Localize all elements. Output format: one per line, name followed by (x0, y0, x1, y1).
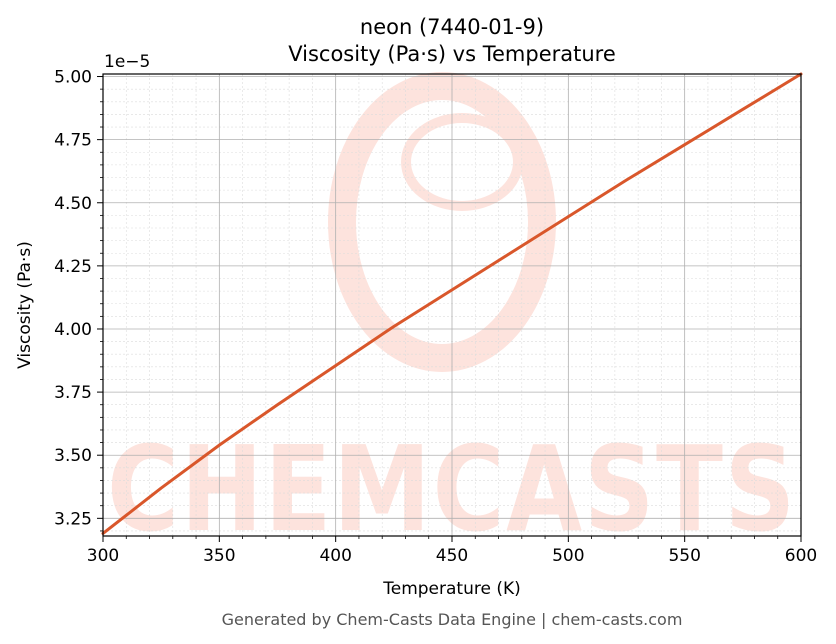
footer-credit: Generated by Chem-Casts Data Engine | ch… (222, 610, 683, 629)
y-tick-label: 4.25 (54, 257, 92, 277)
y-tick-label: 5.00 (54, 68, 92, 88)
y-axis-ticks: 3.25 3.50 3.75 4.00 4.25 4.50 4.75 5.00 (54, 68, 103, 532)
y-tick-label: 4.50 (54, 194, 92, 214)
x-axis-label: Temperature (K) (382, 579, 521, 599)
y-tick-label: 3.50 (54, 446, 92, 466)
y-tick-label: 3.75 (54, 383, 92, 403)
x-axis-ticks: 300 350 400 450 500 550 600 (87, 536, 817, 566)
y-tick-label: 4.00 (54, 320, 92, 340)
y-tick-label: 3.25 (54, 509, 92, 529)
chemcasts-logo-icon (328, 72, 556, 372)
watermark: CHEMCASTS (107, 72, 795, 558)
y-axis-label: Viscosity (Pa·s) (15, 241, 35, 369)
viscosity-series-line (101, 72, 803, 535)
chart-title: neon (7440-01-9) (360, 15, 544, 39)
x-tick-label: 400 (319, 546, 351, 566)
x-tick-label: 350 (203, 546, 235, 566)
major-gridlines (102, 74, 802, 536)
x-tick-label: 600 (785, 546, 817, 566)
y-tick-label: 4.75 (54, 131, 92, 151)
y-multiplier-label: 1e−5 (104, 52, 150, 72)
x-tick-label: 550 (668, 546, 700, 566)
x-tick-label: 500 (552, 546, 584, 566)
series-layer (101, 72, 803, 535)
chart-subtitle: Viscosity (Pa·s) vs Temperature (288, 42, 616, 66)
x-tick-label: 450 (436, 546, 468, 566)
x-tick-label: 300 (87, 546, 119, 566)
